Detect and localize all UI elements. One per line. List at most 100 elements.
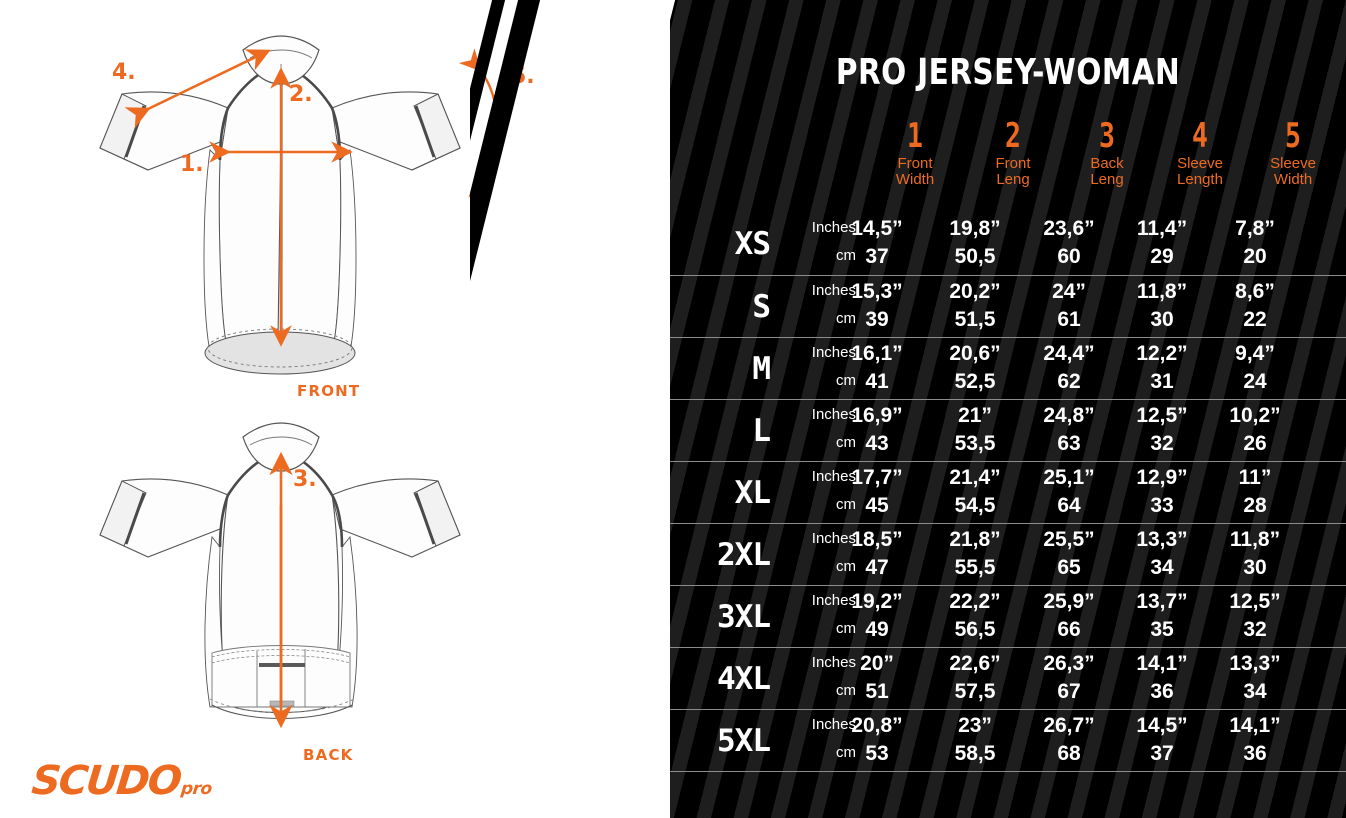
size-label-3XL: 3XL [717, 598, 771, 635]
table-column-headers: 1 Front Width 2 Front Leng 3 Back Leng 4 Sleeve… [670, 118, 1346, 213]
cell-cm-2XL-5: 30 [1243, 556, 1267, 579]
cell-cm-2XL-2: 55,5 [954, 556, 996, 579]
table-row: XS Inches cm 14,5” 19,8” 23,6” 11,4” 7,8” 37 50,5… [670, 213, 1346, 275]
cell-inches-3XL-5: 12,5” [1229, 590, 1281, 613]
jersey-diagram-panel: 1. 2. 3. 4. 5. FRONT BACK SCUDOpro [29, 35, 535, 804]
unit-label-cm: cm [836, 558, 856, 575]
cell-inches-3XL-4: 13,7” [1136, 590, 1188, 613]
unit-label-inches: Inches [811, 219, 856, 236]
column-header-3: 3 Back Leng [1052, 118, 1162, 188]
cell-cm-S-4: 30 [1150, 308, 1174, 331]
table-row: M Inches cm 16,1” 20,6” 24,4” 12,2” 9,4” 41 52,5 6… [670, 337, 1346, 399]
cell-cm-S-3: 61 [1057, 308, 1081, 331]
cell-inches-M-1: 16,1” [851, 342, 903, 365]
cell-inches-4XL-5: 13,3” [1229, 652, 1281, 675]
table-row: S Inches cm 15,3” 20,2” 24” 11,8” 8,6” 39 51,5 61 3… [670, 275, 1346, 337]
column-number-1: 1 [907, 116, 923, 156]
cell-inches-5XL-2: 23” [958, 714, 992, 737]
table-row: L Inches cm 16,9” 21” 24,8” 12,5” 10,2” 43 53,5 63… [670, 399, 1346, 461]
marker-4-label: 4. [112, 60, 136, 85]
column-name-2: Front Leng [995, 155, 1031, 188]
cell-cm-XS-4: 29 [1150, 245, 1174, 268]
jersey-back-illustration [99, 422, 461, 729]
measure-arrow-sleeve-length [124, 49, 271, 129]
marker-3-label: 3. [293, 467, 317, 492]
logo-text-pro: pro [179, 779, 213, 799]
cell-inches-XL-3: 25,1” [1043, 466, 1095, 489]
table-row: XL Inches cm 17,7” 21,4” 25,1” 12,9” 11” 45 54,5 6… [670, 461, 1346, 523]
cell-cm-XS-2: 50,5 [954, 245, 996, 268]
cell-inches-XL-5: 11” [1238, 466, 1272, 489]
unit-label-inches: Inches [811, 530, 856, 547]
size-label-2XL: 2XL [717, 536, 771, 573]
cell-cm-5XL-5: 36 [1243, 742, 1267, 765]
cell-inches-XS-1: 14,5” [851, 217, 903, 240]
size-label-L: L [752, 412, 771, 449]
cell-inches-M-5: 9,4” [1235, 342, 1275, 365]
cell-cm-5XL-3: 68 [1057, 742, 1081, 765]
unit-label-cm: cm [836, 744, 856, 761]
cell-cm-2XL-3: 65 [1057, 556, 1081, 579]
unit-label-inches: Inches [811, 468, 856, 485]
column-header-1: 1 Front Width [860, 118, 970, 188]
jersey-front-illustration [99, 35, 499, 375]
cell-cm-3XL-2: 56,5 [954, 618, 996, 641]
cell-inches-L-1: 16,9” [851, 404, 903, 427]
cell-cm-4XL-5: 34 [1243, 680, 1267, 703]
cell-inches-3XL-3: 25,9” [1043, 590, 1095, 613]
cell-cm-5XL-1: 53 [865, 742, 889, 765]
cell-inches-4XL-3: 26,3” [1043, 652, 1095, 675]
cell-cm-XL-2: 54,5 [954, 494, 996, 517]
cell-cm-3XL-4: 35 [1150, 618, 1174, 641]
cell-cm-M-1: 41 [865, 370, 889, 393]
table-body: XS Inches cm 14,5” 19,8” 23,6” 11,4” 7,8” 37 50,5… [670, 213, 1346, 772]
unit-label-cm: cm [836, 496, 856, 513]
cell-cm-S-2: 51,5 [954, 308, 996, 331]
cell-inches-3XL-1: 19,2” [851, 590, 903, 613]
cell-inches-S-4: 11,8” [1136, 280, 1188, 303]
cell-cm-4XL-1: 51 [865, 680, 889, 703]
cell-cm-XL-3: 64 [1057, 494, 1081, 517]
table-row: 3XL Inches cm 19,2” 22,2” 25,9” 13,7” 12,5” 49 56… [670, 585, 1346, 647]
cell-cm-M-2: 52,5 [954, 370, 996, 393]
cell-inches-XS-2: 19,8” [949, 217, 1001, 240]
cell-cm-5XL-2: 58,5 [954, 742, 996, 765]
unit-label-inches: Inches [811, 654, 856, 671]
size-label-5XL: 5XL [717, 722, 771, 759]
cell-cm-2XL-1: 47 [865, 556, 889, 579]
cell-cm-4XL-4: 36 [1150, 680, 1174, 703]
cell-cm-XL-4: 33 [1150, 494, 1174, 517]
column-number-4: 4 [1192, 116, 1208, 156]
cell-inches-M-3: 24,4” [1043, 342, 1095, 365]
unit-label-cm: cm [836, 682, 856, 699]
measure-arrow-sleeve-width [458, 48, 499, 198]
cell-inches-S-5: 8,6” [1235, 280, 1275, 303]
unit-label-cm: cm [836, 434, 856, 451]
column-name-1: Front Width [895, 155, 935, 188]
table-row: 2XL Inches cm 18,5” 21,8” 25,5” 13,3” 11,8” 47 55… [670, 523, 1346, 585]
cell-cm-5XL-4: 37 [1150, 742, 1174, 765]
cell-cm-L-1: 43 [865, 432, 889, 455]
cell-inches-XS-3: 23,6” [1043, 217, 1095, 240]
cell-inches-2XL-5: 11,8” [1229, 528, 1281, 551]
cell-cm-2XL-4: 34 [1150, 556, 1174, 579]
cell-cm-XS-1: 37 [865, 245, 889, 268]
cell-inches-5XL-5: 14,1” [1229, 714, 1281, 737]
cell-inches-L-4: 12,5” [1136, 404, 1188, 427]
cell-inches-S-2: 20,2” [949, 280, 1001, 303]
cell-inches-XS-4: 11,4” [1136, 217, 1188, 240]
size-label-M: M [752, 350, 771, 387]
cell-inches-XL-1: 17,7” [851, 466, 903, 489]
unit-label-cm: cm [836, 620, 856, 637]
cell-cm-M-5: 24 [1243, 370, 1267, 393]
cell-cm-XL-1: 45 [865, 494, 889, 517]
logo-text-scudo: SCUDO [29, 758, 183, 804]
cell-inches-XL-2: 21,4” [949, 466, 1001, 489]
scudo-pro-logo: SCUDOpro [30, 758, 215, 804]
cell-inches-4XL-1: 20” [860, 652, 894, 675]
cell-inches-XS-5: 7,8” [1235, 217, 1275, 240]
unit-label-inches: Inches [811, 282, 856, 299]
unit-label-inches: Inches [811, 344, 856, 361]
unit-label-cm: cm [836, 247, 856, 264]
